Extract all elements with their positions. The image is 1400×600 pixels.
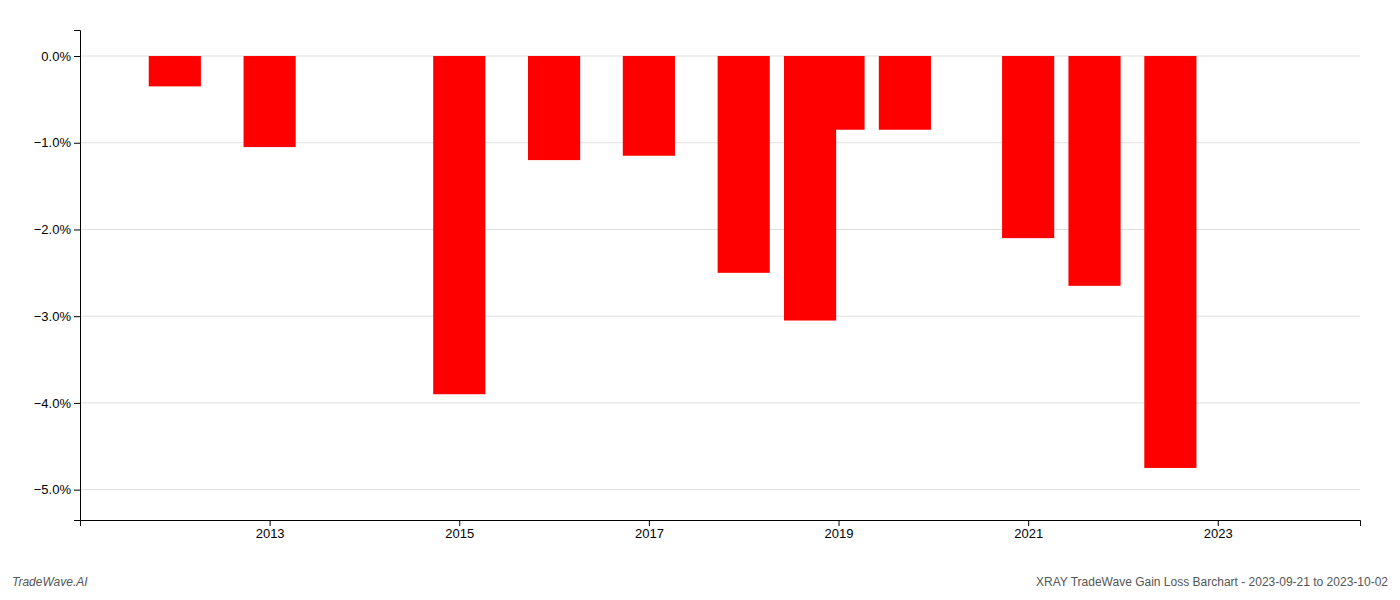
y-tick-label: −3.0%	[34, 309, 72, 324]
x-tick: 2013	[256, 520, 285, 541]
grid	[80, 56, 1360, 490]
y-tick-mark	[74, 490, 80, 491]
bar	[149, 56, 201, 86]
x-tick-label: 2013	[256, 526, 285, 541]
bar	[1068, 56, 1120, 286]
bar	[244, 56, 296, 147]
bar	[433, 56, 485, 394]
x-tick-mark	[459, 520, 460, 526]
y-tick: −2.0%	[34, 222, 80, 237]
chart: 2013 2015 2017 2019 2021 2023 0.0% −1.0% −2.0% −3…	[0, 0, 1400, 600]
x-tick-label: 2023	[1204, 526, 1233, 541]
x-tick-mark	[839, 520, 840, 526]
x-tick: 2017	[635, 520, 664, 541]
x-tick-label: 2015	[445, 526, 474, 541]
y-tick: −3.0%	[34, 309, 80, 324]
x-tick-label: 2019	[825, 526, 854, 541]
footer-right: XRAY TradeWave Gain Loss Barchart - 2023…	[1036, 575, 1388, 589]
x-axis-line	[81, 521, 1361, 527]
y-tick-label: −5.0%	[34, 482, 72, 497]
y-tick: −1.0%	[34, 135, 80, 150]
x-tick-label: 2017	[635, 526, 664, 541]
grid-line	[80, 489, 1360, 490]
x-tick: 2015	[445, 520, 474, 541]
bar	[1144, 56, 1196, 468]
bar	[718, 56, 770, 273]
y-axis-line	[74, 31, 81, 521]
y-tick-mark	[74, 403, 80, 404]
footer-left: TradeWave.AI	[12, 575, 88, 589]
y-tick-label: −2.0%	[34, 222, 72, 237]
x-axis: 2013 2015 2017 2019 2021 2023	[81, 520, 1361, 541]
y-tick-mark	[74, 143, 80, 144]
x-tick-label: 2021	[1014, 526, 1043, 541]
bar	[1002, 56, 1054, 238]
x-tick: 2019	[825, 520, 854, 541]
bar	[623, 56, 675, 156]
y-tick-label: 0.0%	[41, 49, 71, 64]
y-tick-mark	[74, 316, 80, 317]
bar	[812, 56, 864, 130]
y-tick-mark	[74, 56, 80, 57]
x-tick-mark	[649, 520, 650, 526]
y-tick-label: −4.0%	[34, 396, 72, 411]
y-tick: −5.0%	[34, 482, 80, 497]
x-tick: 2021	[1014, 520, 1043, 541]
y-tick: −4.0%	[34, 396, 80, 411]
bar	[528, 56, 580, 160]
y-tick-label: −1.0%	[34, 135, 72, 150]
bars	[149, 56, 1197, 468]
x-tick-mark	[270, 520, 271, 526]
bar	[879, 56, 931, 130]
x-tick-mark	[1218, 520, 1219, 526]
y-tick: 0.0%	[41, 49, 80, 64]
x-tick-mark	[1028, 520, 1029, 526]
x-tick: 2023	[1204, 520, 1233, 541]
y-tick-mark	[74, 229, 80, 230]
y-axis: 0.0% −1.0% −2.0% −3.0% −4.0% −5.0%	[34, 31, 81, 521]
